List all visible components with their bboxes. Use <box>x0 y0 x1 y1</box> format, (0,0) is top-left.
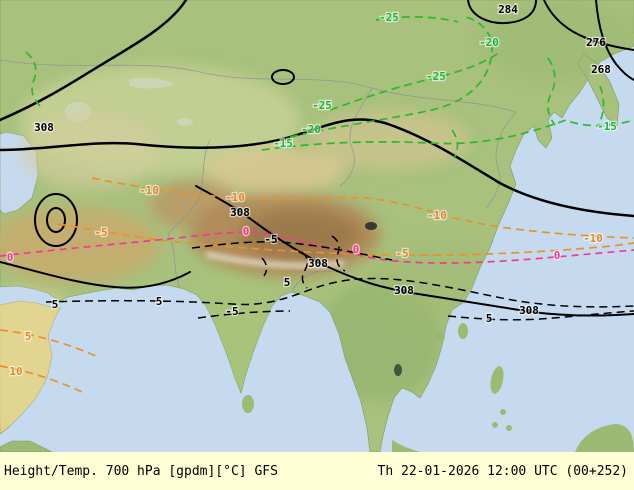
contour-label: 308 <box>394 284 414 297</box>
temp-contour-zero-layer <box>0 231 634 264</box>
weather-map: 308308308308308284276268-25-25-25-20-20-… <box>0 0 634 452</box>
borneo-island <box>575 424 634 452</box>
contour-label: 308 <box>34 121 54 134</box>
contour-label: 0 <box>7 251 14 264</box>
contour-label: -15 <box>273 137 293 150</box>
contour-label: -5 <box>264 233 277 246</box>
contour-label: 308 <box>230 206 250 219</box>
temp-contours-cool-layer <box>0 177 634 393</box>
philippine-island <box>492 422 498 428</box>
contour-label: 5 <box>284 276 291 289</box>
height-contours-layer <box>0 0 634 317</box>
contour-label: -10 <box>139 184 159 197</box>
country-borders-layer <box>0 59 517 293</box>
contour-label: 0 <box>353 243 360 256</box>
sumatra-island <box>392 440 420 452</box>
temp-contours-warm-layer <box>45 235 634 321</box>
contour-label: 308 <box>308 257 328 270</box>
contour-label: 5 <box>52 298 59 311</box>
contour-label: 10 <box>9 365 22 378</box>
contour-label: -10 <box>583 232 603 245</box>
contour-label: 276 <box>586 36 606 49</box>
terrain-shading-layer <box>0 0 634 430</box>
plateau-lake <box>365 222 377 230</box>
contour-label: 0 <box>243 225 250 238</box>
caption-bar: Height/Temp. 700 hPa [gpdm][°C] GFS Th 2… <box>0 452 634 490</box>
contour-label: -25 <box>312 99 332 112</box>
contour-label: -20 <box>301 123 321 136</box>
philippine-island <box>500 409 506 415</box>
contour-label: -25 <box>426 70 446 83</box>
contour-labels-layer: 308308308308308284276268-25-25-25-20-20-… <box>5 2 618 380</box>
contour-label: 5 <box>25 330 32 343</box>
contour-label: 0 <box>554 249 561 262</box>
philippine-island <box>506 425 512 431</box>
contour-label: -5 <box>395 247 408 260</box>
contour-label: 5 <box>486 312 493 325</box>
himalaya-ridge <box>205 251 345 269</box>
taiwan-island <box>458 323 468 339</box>
contour-label: -15 <box>597 120 617 133</box>
caption-datetime: Th 22-01-2026 12:00 UTC (00+252) <box>377 463 628 479</box>
contour-label: 308 <box>519 304 539 317</box>
contour-label: -20 <box>479 36 499 49</box>
contour-label: 284 <box>498 3 518 16</box>
contour-label: -10 <box>427 209 447 222</box>
africa-corner <box>0 440 53 452</box>
contour-label: 5 <box>156 295 163 308</box>
luzon-island <box>490 366 504 394</box>
contour-label: -5 <box>225 305 238 318</box>
caption-title: Height/Temp. 700 hPa [gpdm][°C] GFS <box>4 463 278 479</box>
contour-label: -25 <box>379 11 399 24</box>
contour-label: -10 <box>225 191 245 204</box>
contour-label: 268 <box>591 63 611 76</box>
tonle-sap-lake <box>394 364 402 376</box>
temp-contours-cold-layer <box>25 15 634 159</box>
sri-lanka-island <box>242 395 254 413</box>
contour-label: -5 <box>94 226 107 239</box>
